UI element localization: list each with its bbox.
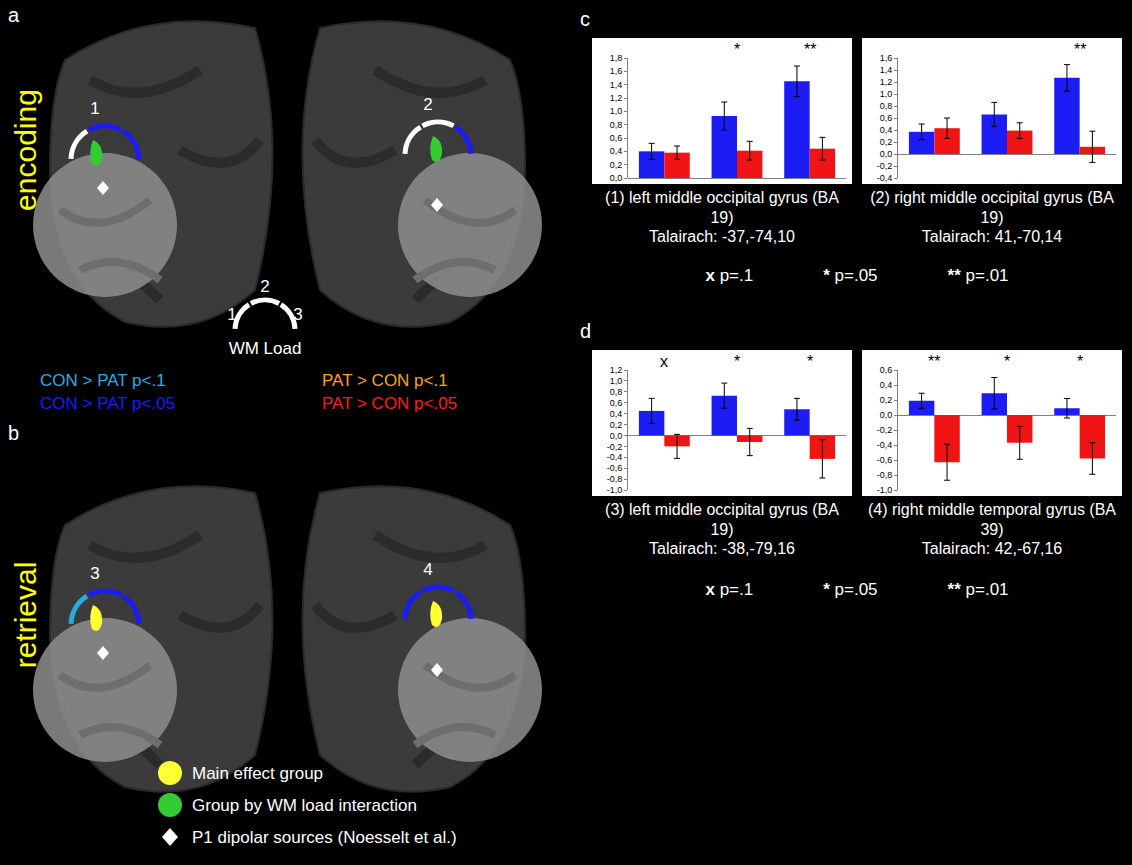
svg-text:**: ** [928, 353, 940, 370]
svg-text:Group by WM load interaction: Group by WM load interaction [192, 796, 417, 815]
svg-text:-0,4: -0,4 [607, 452, 623, 462]
svg-text:b: b [8, 422, 19, 444]
svg-text:0,4: 0,4 [610, 146, 623, 156]
svg-text:Main effect group: Main effect group [192, 764, 323, 783]
svg-text:1: 1 [90, 99, 99, 118]
svg-text:*: * [1004, 353, 1010, 370]
html-text:Talairach: 42,-67,16: Talairach: 42,-67,16 [921, 540, 1063, 557]
svg-text:0,8: 0,8 [610, 120, 623, 130]
svg-text:1,8: 1,8 [610, 53, 623, 63]
svg-text:1: 1 [227, 305, 236, 324]
svg-text:1,0: 1,0 [880, 89, 893, 99]
svg-text:0,8: 0,8 [610, 387, 623, 397]
svg-text:CON > PAT p<.1: CON > PAT p<.1 [40, 371, 166, 390]
svg-text:1,6: 1,6 [610, 66, 623, 76]
html-text:d: d [580, 320, 592, 342]
svg-text:-0,4: -0,4 [877, 440, 893, 450]
svg-text:0,6: 0,6 [880, 365, 893, 375]
svg-text:0,0: 0,0 [880, 149, 893, 159]
svg-text:-1,0: -1,0 [877, 485, 893, 495]
svg-text:x: x [660, 353, 668, 370]
html-text:x p=.1: x p=.1 [705, 580, 754, 599]
svg-text:0,4: 0,4 [880, 125, 893, 135]
svg-text:P1 dipolar sources (Noesselt e: P1 dipolar sources (Noesselt et al.) [192, 828, 457, 847]
svg-text:**: ** [1074, 41, 1086, 58]
html-text:** p=.01: ** p=.01 [947, 580, 1009, 599]
svg-text:a: a [8, 4, 20, 26]
svg-text:1,2: 1,2 [880, 77, 893, 87]
svg-text:1,0: 1,0 [610, 106, 623, 116]
html-text:(2) right middle occipital gyr: (2) right middle occipital gyrus (BA 19) [870, 189, 1114, 226]
svg-text:3: 3 [293, 305, 302, 324]
svg-text:-1,0: -1,0 [607, 485, 623, 495]
svg-text:encoding: encoding [9, 89, 42, 211]
html-text:Talairach: -38,-79,16: Talairach: -38,-79,16 [649, 540, 795, 557]
html-text:(3) left middle occipital gyru: (3) left middle occipital gyrus (BA 19) [605, 501, 839, 538]
html-text:** p=.01: ** p=.01 [947, 266, 1009, 285]
svg-text:PAT > CON p<.05: PAT > CON p<.05 [322, 394, 457, 413]
svg-text:-0,2: -0,2 [607, 442, 623, 452]
svg-text:WM Load: WM Load [229, 339, 302, 358]
svg-text:retrieval: retrieval [9, 562, 42, 669]
html-text:x p=.1: x p=.1 [705, 266, 754, 285]
svg-text:-0,8: -0,8 [607, 474, 623, 484]
svg-text:-0,8: -0,8 [877, 470, 893, 480]
svg-text:3: 3 [90, 564, 99, 583]
svg-text:-0,2: -0,2 [877, 425, 893, 435]
svg-text:*: * [1077, 353, 1083, 370]
svg-text:1,2: 1,2 [610, 93, 623, 103]
svg-text:1,2: 1,2 [610, 365, 623, 375]
html-text:c: c [580, 8, 590, 30]
svg-text:0,0: 0,0 [880, 410, 893, 420]
html-text:* p=.05: * p=.05 [823, 580, 878, 599]
svg-text:*: * [807, 353, 813, 370]
svg-text:0,2: 0,2 [880, 395, 893, 405]
html-text:Talairach: -37,-74,10: Talairach: -37,-74,10 [649, 228, 795, 245]
svg-text:*: * [734, 353, 740, 370]
svg-text:0,2: 0,2 [610, 160, 623, 170]
svg-text:1,0: 1,0 [610, 376, 623, 386]
svg-text:0,4: 0,4 [880, 380, 893, 390]
svg-text:**: ** [804, 41, 816, 58]
svg-text:1,4: 1,4 [880, 65, 893, 75]
svg-text:-0,6: -0,6 [607, 463, 623, 473]
svg-text:-0,6: -0,6 [877, 455, 893, 465]
svg-text:0,2: 0,2 [880, 137, 893, 147]
svg-text:4: 4 [423, 560, 432, 579]
svg-text:0,6: 0,6 [610, 398, 623, 408]
svg-text:1,6: 1,6 [880, 53, 893, 63]
svg-text:2: 2 [423, 95, 432, 114]
svg-text:0,8: 0,8 [880, 101, 893, 111]
html-text:(4) right middle temporal gyru: (4) right middle temporal gyrus (BA 39) [868, 501, 1116, 538]
html-text:Talairach: 41,-70,14: Talairach: 41,-70,14 [921, 228, 1063, 245]
svg-text:0,0: 0,0 [610, 173, 623, 183]
html-text:* p=.05: * p=.05 [823, 266, 878, 285]
html-text:(1) left middle occipital gyru: (1) left middle occipital gyrus (BA 19) [605, 189, 839, 226]
svg-text:2: 2 [260, 277, 269, 296]
svg-text:0,0: 0,0 [610, 431, 623, 441]
svg-text:0,6: 0,6 [610, 133, 623, 143]
svg-text:CON > PAT p<.05: CON > PAT p<.05 [40, 394, 175, 413]
svg-text:1,4: 1,4 [610, 80, 623, 90]
svg-text:0,4: 0,4 [610, 409, 623, 419]
svg-text:-0,4: -0,4 [877, 173, 893, 183]
svg-text:*: * [734, 41, 740, 58]
svg-text:0,2: 0,2 [610, 420, 623, 430]
svg-text:PAT > CON p<.1: PAT > CON p<.1 [322, 371, 448, 390]
svg-text:-0,2: -0,2 [877, 161, 893, 171]
svg-text:0,6: 0,6 [880, 113, 893, 123]
